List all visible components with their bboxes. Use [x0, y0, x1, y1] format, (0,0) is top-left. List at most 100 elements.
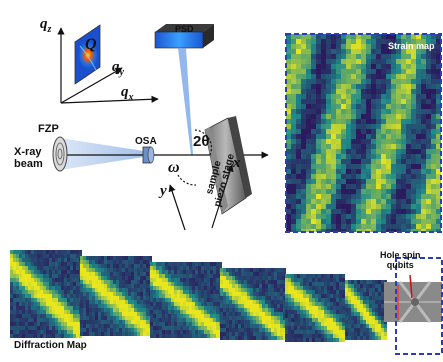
diffraction-map-pixel — [198, 334, 201, 338]
diffraction-map-pixel — [137, 284, 140, 288]
diffraction-map-pixel — [366, 324, 369, 328]
axis-qz-label: qz — [40, 16, 52, 35]
diffraction-map-pixel — [330, 314, 333, 318]
diffraction-map-pixel — [86, 308, 89, 312]
diffraction-map-pixel — [201, 290, 204, 294]
diffraction-map-pixel — [125, 280, 128, 284]
strain-map-pixel — [336, 214, 341, 219]
diffraction-map-pixel — [76, 258, 79, 262]
strain-map-pixel — [396, 129, 401, 134]
strain-map-pixel — [341, 84, 346, 89]
diffraction-map-pixel — [189, 334, 192, 338]
diffraction-map-pixel — [16, 254, 19, 258]
diffraction-map-pixel — [13, 326, 16, 330]
diffraction-map-pixel — [372, 312, 375, 316]
diffraction-map-pixel — [288, 314, 291, 318]
diffraction-map-pixel — [110, 320, 113, 324]
diffraction-map-pixel — [110, 304, 113, 308]
diffraction-map-pixel — [186, 334, 189, 338]
diffraction-map-pixel — [146, 292, 149, 296]
strain-map-pixel — [406, 224, 411, 229]
diffraction-map-pixel — [153, 298, 156, 302]
diffraction-map-pixel — [183, 326, 186, 330]
diffraction-map-pixel — [309, 290, 312, 294]
diffraction-map-pixel — [360, 308, 363, 312]
strain-map-pixel — [381, 69, 386, 74]
diffraction-map-pixel — [80, 284, 83, 288]
diffraction-map-pixel — [31, 258, 34, 262]
diffraction-map-pixel — [89, 272, 92, 276]
diffraction-map-pixel — [86, 280, 89, 284]
diffraction-map-pixel — [288, 302, 291, 306]
diffraction-map-pixel — [192, 310, 195, 314]
diffraction-map-pixel — [16, 290, 19, 294]
strain-map-pixel — [356, 44, 361, 49]
diffraction-map-pixel — [171, 310, 174, 314]
diffraction-map-pixel — [37, 318, 40, 322]
diffraction-map-pixel — [146, 260, 149, 264]
strain-map-pixel — [366, 224, 371, 229]
diffraction-map-pixel — [119, 256, 122, 260]
strain-map-pixel — [401, 89, 406, 94]
diffraction-map-pixel — [306, 326, 309, 330]
diffraction-map-pixel — [201, 282, 204, 286]
diffraction-map-pixel — [198, 310, 201, 314]
diffraction-map-pixel — [70, 330, 73, 334]
diffraction-map-pixel — [150, 278, 153, 282]
diffraction-map-pixel — [210, 318, 213, 322]
diffraction-map-pixel — [146, 264, 149, 268]
diffraction-map-pixel — [19, 310, 22, 314]
diffraction-map-pixel — [220, 304, 223, 308]
diffraction-map-pixel — [357, 280, 360, 284]
diffraction-map-pixel — [49, 306, 52, 310]
strain-map-pixel — [331, 144, 336, 149]
strain-map-pixel — [401, 114, 406, 119]
strain-map-pixel — [301, 149, 306, 154]
diffraction-map-pixel — [61, 326, 64, 330]
strain-map-pixel — [386, 209, 391, 214]
strain-map-pixel — [366, 69, 371, 74]
strain-map-pixel — [386, 194, 391, 199]
diffraction-map-pixel — [277, 292, 280, 296]
diffraction-map-pixel — [37, 266, 40, 270]
diffraction-map-pixel — [146, 288, 149, 292]
diffraction-map-pixel — [375, 280, 378, 284]
strain-map-pixel — [296, 204, 301, 209]
diffraction-map-pixel — [67, 286, 70, 290]
diffraction-map-pixel — [333, 274, 336, 278]
diffraction-map-pixel — [92, 276, 95, 280]
strain-map-pixel — [411, 49, 416, 54]
diffraction-map-pixel — [52, 286, 55, 290]
diffraction-map-pixel — [244, 304, 247, 308]
diffraction-map-pixel — [253, 268, 256, 272]
diffraction-map-pixel — [113, 316, 116, 320]
diffraction-map-pixel — [104, 312, 107, 316]
diffraction-map-pixel — [207, 270, 210, 274]
strain-map-pixel — [401, 149, 406, 154]
diffraction-map-pixel — [92, 280, 95, 284]
diffraction-map-pixel — [156, 274, 159, 278]
reciprocal-axes — [57, 27, 159, 104]
strain-map-pixel — [421, 119, 426, 124]
strain-map-pixel — [286, 199, 291, 204]
diffraction-map-pixel — [207, 262, 210, 266]
strain-map-pixel — [311, 49, 316, 54]
strain-map-pixel — [286, 119, 291, 124]
diffraction-map-pixel — [259, 336, 262, 340]
diffraction-map-pixel — [235, 332, 238, 336]
strain-map-pixel — [296, 39, 301, 44]
strain-map-pixel — [411, 119, 416, 124]
strain-map-pixel — [351, 179, 356, 184]
diffraction-map-pixel — [291, 286, 294, 290]
strain-map-pixel — [386, 149, 391, 154]
strain-map-pixel — [401, 69, 406, 74]
diffraction-map-pixel — [34, 290, 37, 294]
diffraction-map-pixel — [207, 310, 210, 314]
diffraction-map-pixel — [137, 276, 140, 280]
diffraction-map-pixel — [156, 326, 159, 330]
diffraction-map-pixel — [37, 298, 40, 302]
diffraction-map-pixel — [265, 324, 268, 328]
strain-map-pixel — [421, 104, 426, 109]
diffraction-map-pixel — [153, 302, 156, 306]
diffraction-map-pixel — [306, 310, 309, 314]
